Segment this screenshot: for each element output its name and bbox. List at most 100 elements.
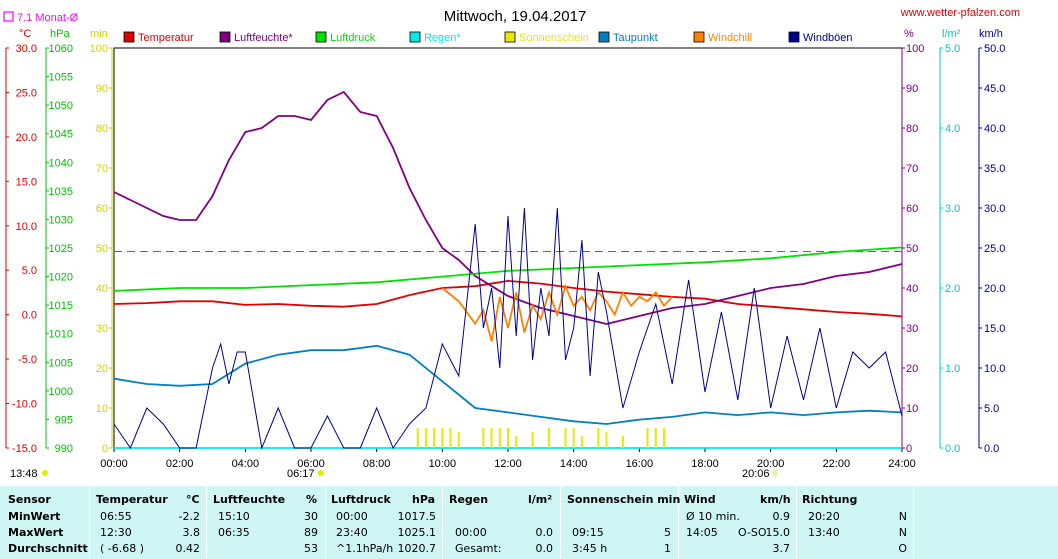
tick-label-pressure_hpa: 1040 xyxy=(49,157,73,169)
tick-label-humidity_pct: 20 xyxy=(906,363,918,375)
chart-title: Mittwoch, 19.04.2017 xyxy=(444,8,587,25)
unit-min: min xyxy=(90,28,108,40)
tick-label-sun_min: 50 xyxy=(96,243,108,255)
tick-label-humidity_pct: 50 xyxy=(906,243,918,255)
th-sensor: Sensor xyxy=(8,493,51,506)
tick-label-wind_kmh: 5.0 xyxy=(984,403,999,415)
tick-label-sun_min: 20 xyxy=(96,363,108,375)
tick-label-humidity_pct: 0 xyxy=(906,443,912,455)
cell-dir-val: N xyxy=(898,526,907,539)
cell-rain-time: 00:00 xyxy=(455,526,487,539)
sunshine-bar xyxy=(531,432,534,448)
legend-label: Regen* xyxy=(424,32,461,44)
legend: Temperatur Luftfeuchte* Luftdruck Regen* Son… xyxy=(123,31,853,44)
sunshine-bar xyxy=(572,428,575,448)
tick-label-sun_min: 60 xyxy=(96,203,108,215)
x-tick-label: 24:00 xyxy=(888,458,916,470)
tick-label-temp_c: 30.0 xyxy=(16,43,37,55)
tick-label-sun_min: 100 xyxy=(90,43,108,55)
legend-label: Windböen xyxy=(803,32,853,44)
cell-sun-val: 1 xyxy=(664,542,671,555)
cell-wind-time: 14:05 xyxy=(686,526,718,539)
unit-kmh: km/h xyxy=(979,28,1003,40)
sunshine-bar xyxy=(597,428,600,448)
sunrise-icon xyxy=(318,470,324,476)
tick-label-pressure_hpa: 995 xyxy=(55,414,73,426)
th-regen: Regen xyxy=(449,493,489,506)
x-tick-label: 12:00 xyxy=(494,458,522,470)
tick-label-pressure_hpa: 1020 xyxy=(49,272,73,284)
cell-wind-dir: O-SO xyxy=(738,526,767,539)
tick-label-wind_kmh: 50.0 xyxy=(984,43,1005,55)
sunrise-left-label: 13:48 xyxy=(10,468,38,480)
cell-hum-val: 30 xyxy=(304,510,318,523)
sun-icon-left xyxy=(42,470,48,476)
cell-dir-val: O xyxy=(898,542,907,555)
tick-label-sun_min: 10 xyxy=(96,403,108,415)
tick-label-temp_c: -10.0 xyxy=(12,399,37,411)
tick-label-temp_c: 15.0 xyxy=(16,176,37,188)
tick-label-pressure_hpa: 1035 xyxy=(49,186,73,198)
tick-label-wind_kmh: 35.0 xyxy=(984,163,1005,175)
sunrise-label: 06:17 xyxy=(287,468,315,480)
unit-lm2: l/m² xyxy=(942,28,961,40)
x-tick-label: 00:00 xyxy=(100,458,128,470)
tick-label-sun_min: 80 xyxy=(96,123,108,135)
cell-dir-time: 13:40 xyxy=(808,526,840,539)
tick-label-pressure_hpa: 1060 xyxy=(49,43,73,55)
sunshine-bar xyxy=(662,428,665,448)
tick-label-humidity_pct: 10 xyxy=(906,403,918,415)
sunshine-bar xyxy=(424,428,427,448)
cell-temp-time: 06:55 xyxy=(100,510,132,523)
tick-label-pressure_hpa: 1025 xyxy=(49,243,73,255)
x-tick-label: 22:00 xyxy=(823,458,851,470)
series-line-0 xyxy=(113,279,903,318)
sunset-label: 20:06 xyxy=(742,468,770,480)
unit-hpa: hPa xyxy=(50,28,70,40)
tick-label-pressure_hpa: 1050 xyxy=(49,100,73,112)
sunshine-bar xyxy=(621,436,624,448)
tick-label-temp_c: -5.0 xyxy=(18,354,37,366)
tick-label-sun_min: 90 xyxy=(96,83,108,95)
tick-label-humidity_pct: 90 xyxy=(906,83,918,95)
th-richtung: Richtung xyxy=(802,493,858,506)
legend-label: Luftfeuchte* xyxy=(234,32,293,44)
weather-chart: 7.1 Monat-Ø Mittwoch, 19.04.2017 www.wet… xyxy=(3,7,1020,480)
monthly-avg-legend-icon xyxy=(3,11,14,22)
tick-label-rain_lm2: 3.0 xyxy=(945,203,960,215)
legend-swatch xyxy=(693,31,705,43)
sunshine-bar xyxy=(441,428,444,448)
cell-press-time: 00:00 xyxy=(336,510,368,523)
legend-swatch xyxy=(123,31,135,43)
th-regen-unit: l/m² xyxy=(528,493,553,506)
tick-label-rain_lm2: 2.0 xyxy=(945,283,960,295)
cell-dir-time: 20:20 xyxy=(808,510,840,523)
series-line-5 xyxy=(113,344,903,425)
legend-swatch xyxy=(315,31,327,43)
x-tick-label: 02:00 xyxy=(166,458,194,470)
sunshine-bar xyxy=(490,428,493,448)
cell-label: Durchschnitt xyxy=(8,542,88,555)
cell-wind-val: 15.0 xyxy=(765,526,791,539)
series-line-7 xyxy=(113,207,903,450)
tick-label-sun_min: 70 xyxy=(96,163,108,175)
cell-rain-val: 0.0 xyxy=(535,542,554,555)
tick-label-pressure_hpa: 1055 xyxy=(49,72,73,84)
th-luftfeuchte-unit: % xyxy=(306,493,318,506)
tick-label-wind_kmh: 45.0 xyxy=(984,83,1005,95)
cell-wind-val: 3.7 xyxy=(772,542,791,555)
sunshine-bar xyxy=(498,428,501,448)
sunshine-bar xyxy=(646,428,649,448)
cell-dir-val: N xyxy=(898,510,907,523)
tick-label-sun_min: 40 xyxy=(96,283,108,295)
plot-frame xyxy=(113,47,903,449)
sunshine-bar xyxy=(654,428,657,448)
tick-label-wind_kmh: 30.0 xyxy=(984,203,1005,215)
plot-area xyxy=(113,90,903,450)
series-line-2 xyxy=(113,246,903,292)
legend-swatch xyxy=(409,31,421,43)
x-tick-label: 06:00 xyxy=(297,458,325,470)
cell-rain-time: Gesamt: xyxy=(455,542,502,555)
tick-label-pressure_hpa: 1005 xyxy=(49,357,73,369)
tick-label-humidity_pct: 100 xyxy=(906,43,924,55)
